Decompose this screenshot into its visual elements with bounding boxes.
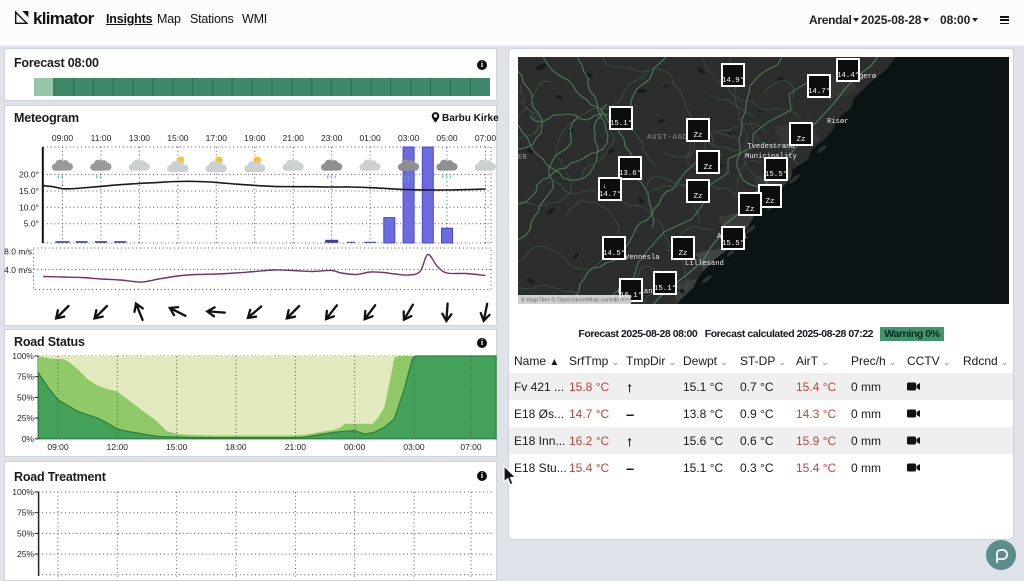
svg-text:15.5°: 15.5° <box>722 239 744 248</box>
svg-text:15:00: 15:00 <box>167 133 189 143</box>
svg-text:21:00: 21:00 <box>283 133 305 143</box>
svg-text:Zz: Zz <box>766 198 775 206</box>
svg-text:07:00: 07:00 <box>460 442 482 452</box>
svg-text:25%: 25% <box>17 413 34 423</box>
svg-text:13.6°: 13.6° <box>619 169 641 178</box>
svg-text:Zz: Zz <box>797 136 806 144</box>
svg-text:4.0 m/s: 4.0 m/s <box>4 265 32 275</box>
svg-text:© MapTiler © OpenStreetMap con: © MapTiler © OpenStreetMap contributors <box>521 297 631 304</box>
svg-text:03:00: 03:00 <box>403 442 425 452</box>
svg-text:14.7°: 14.7° <box>808 87 830 96</box>
svg-text:20.0°: 20.0° <box>19 170 39 180</box>
svg-text:Zz: Zz <box>694 132 703 140</box>
svg-text:14.7°: 14.7° <box>599 190 621 199</box>
svg-text:14.5°: 14.5° <box>603 249 625 258</box>
svg-text:Lillesand: Lillesand <box>685 260 724 268</box>
svg-text:50%: 50% <box>17 528 34 538</box>
svg-text:19:00: 19:00 <box>244 133 266 143</box>
svg-text:Risør: Risør <box>827 118 849 126</box>
svg-text:Vennesla: Vennesla <box>625 254 660 262</box>
svg-text:17:00: 17:00 <box>206 133 228 143</box>
svg-text:14.4°: 14.4° <box>837 71 859 80</box>
svg-text:11:00: 11:00 <box>91 133 112 143</box>
svg-text:0%: 0% <box>22 434 35 444</box>
svg-text:14.9°: 14.9° <box>722 76 744 85</box>
svg-text:100%: 100% <box>12 487 34 497</box>
svg-text:↓: ↓ <box>602 183 606 191</box>
svg-text:Kragerø: Kragerø <box>846 73 876 81</box>
svg-text:15.1°: 15.1° <box>610 119 632 128</box>
svg-text:07:00: 07:00 <box>475 133 497 143</box>
svg-text:Zz: Zz <box>704 164 713 172</box>
svg-text:21:00: 21:00 <box>285 442 307 452</box>
svg-text:75%: 75% <box>17 508 34 518</box>
svg-text:100%: 100% <box>12 351 34 361</box>
svg-text:Zz: Zz <box>746 206 755 214</box>
svg-text:Tvedestrand: Tvedestrand <box>747 143 794 151</box>
svg-text:Zz: Zz <box>679 250 688 258</box>
svg-text:15.0°: 15.0° <box>19 186 39 196</box>
svg-text:AUST-AGDER: AUST-AGDER <box>647 134 698 142</box>
svg-text:25%: 25% <box>17 549 34 559</box>
svg-text:18:00: 18:00 <box>225 442 247 452</box>
svg-text:03:00: 03:00 <box>398 133 420 143</box>
svg-text:13:00: 13:00 <box>129 133 151 143</box>
svg-text:09:00: 09:00 <box>52 133 74 143</box>
svg-text:00:00: 00:00 <box>344 442 366 452</box>
svg-text:23:00: 23:00 <box>321 133 343 143</box>
svg-text:5.0°: 5.0° <box>24 219 39 229</box>
svg-text:09:00: 09:00 <box>47 442 69 452</box>
svg-text:05:00: 05:00 <box>436 133 458 143</box>
svg-text:ER: ER <box>518 154 527 162</box>
svg-text:15:00: 15:00 <box>166 442 188 452</box>
svg-text:Zz: Zz <box>694 193 703 201</box>
svg-text:75%: 75% <box>17 372 34 382</box>
svg-text:15.5°: 15.5° <box>765 170 787 179</box>
svg-text:Kristiansand: Kristiansand <box>618 288 670 296</box>
svg-text:12:00: 12:00 <box>107 442 129 452</box>
svg-text:01:00: 01:00 <box>359 133 381 143</box>
svg-text:10.0°: 10.0° <box>19 202 39 212</box>
svg-text:8.0 m/s: 8.0 m/s <box>4 247 32 257</box>
svg-text:50%: 50% <box>17 392 34 402</box>
svg-text:15.1°: 15.1° <box>654 284 676 293</box>
